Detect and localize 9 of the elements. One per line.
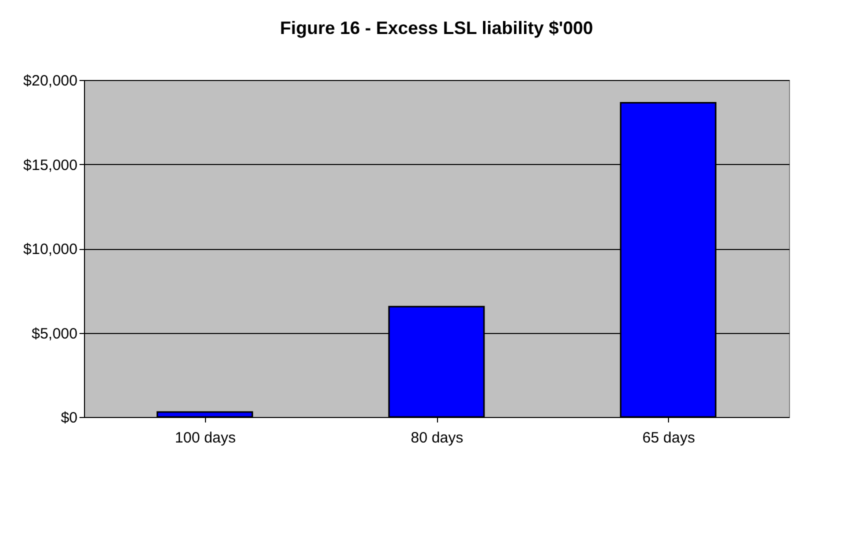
y-tick-label: $0 [60,410,78,426]
chart-title: Figure 16 - Excess LSL liability $'000 [280,18,594,38]
x-tick-label: 100 days [174,430,236,446]
y-tick-label: $15,000 [23,156,78,174]
y-tick-label: $20,000 [23,72,78,90]
y-tick-label: $5,000 [32,325,78,342]
x-tick-label: 65 days [642,430,695,446]
x-tick-label: 80 days [410,430,464,446]
y-tick-label: $10,000 [23,241,78,258]
